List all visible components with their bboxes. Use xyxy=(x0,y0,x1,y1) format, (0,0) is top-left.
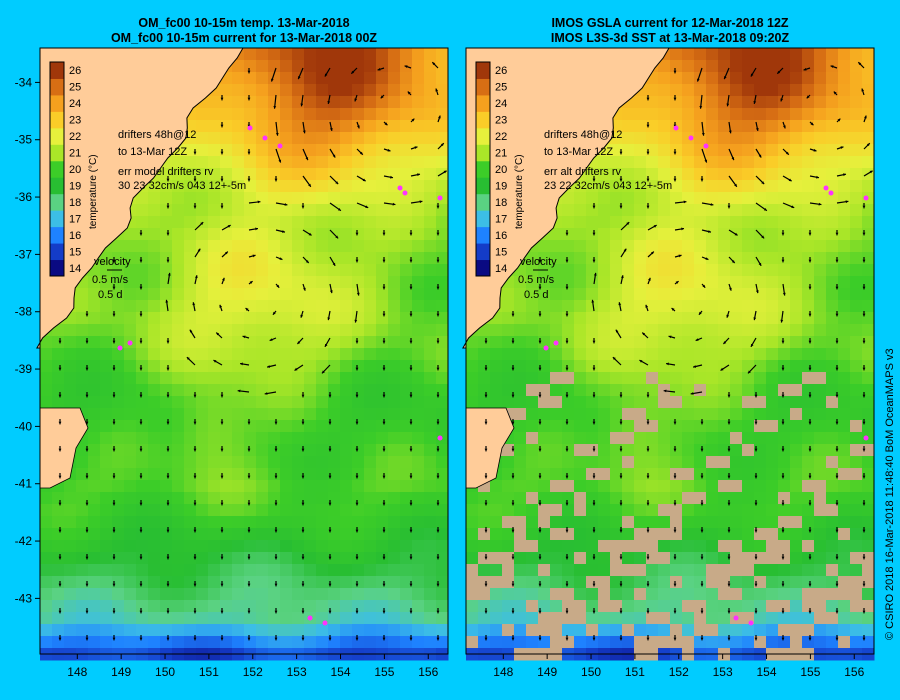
title-line-1: IMOS GSLA current for 12-Mar-2018 12Z xyxy=(551,16,789,30)
lon-tick-label: 152 xyxy=(243,665,263,679)
lat-tick-label: -42 xyxy=(15,534,33,548)
drifter-tracks xyxy=(543,125,869,626)
err-text-1: err model drifters rv xyxy=(118,166,214,178)
lon-tick-label: 150 xyxy=(581,665,601,679)
lon-tick-label: 153 xyxy=(713,665,733,679)
panel-title-observed: IMOS GSLA current for 12-Mar-2018 12Z IM… xyxy=(466,16,874,46)
lon-tick-label: 151 xyxy=(625,665,645,679)
velocity-time: 0.5 d xyxy=(98,289,122,301)
colorbar-tick-label: 22 xyxy=(495,131,507,143)
colorbar-label: temperature (°C) xyxy=(88,154,99,229)
map-frame xyxy=(39,47,449,655)
lat-tick-label: -43 xyxy=(15,591,33,605)
title-line-1: OM_fc00 10-15m temp. 13-Mar-2018 xyxy=(138,16,350,30)
credit-text: © CSIRO 2018 16-Mar-2018 11:48:40 BoM Oc… xyxy=(884,348,896,640)
lon-tick-label: 156 xyxy=(844,665,864,679)
lon-tick-label: 151 xyxy=(199,665,219,679)
lon-tick-label: 155 xyxy=(374,665,394,679)
drifter-tracks xyxy=(117,125,443,626)
map-panel-model: 14 15 16 17 18 19 20 21 22 23 24 25 26 temperature (°… xyxy=(15,47,449,679)
longitude-axis: 148 149 150 151 152 153 154 155 156 xyxy=(67,654,439,679)
map-legend: drifters 48h@12 to 13-Mar 12Z err model dr… xyxy=(92,129,246,301)
sst-field xyxy=(466,48,875,661)
colorbar-label: temperature (°C) xyxy=(514,154,525,229)
colorbar-tick-label: 18 xyxy=(495,197,507,209)
colorbar-tick-label: 15 xyxy=(69,246,81,258)
lat-tick-label: -36 xyxy=(15,190,33,204)
err-text-1: err alt drifters rv xyxy=(544,166,622,178)
lon-tick-label: 155 xyxy=(800,665,820,679)
velocity-label: velocity xyxy=(94,256,131,268)
coastline-land xyxy=(36,47,244,349)
colorbar-tick-label: 21 xyxy=(69,148,81,160)
lat-tick-label: -37 xyxy=(15,247,33,261)
title-line-2: IMOS L3S-3d SST at 13-Mar-2018 09:20Z xyxy=(550,31,790,45)
lat-tick-label: -41 xyxy=(15,477,33,491)
drifters-text-2: to 13-Mar 12Z xyxy=(544,146,613,158)
lon-tick-label: 152 xyxy=(669,665,689,679)
colorbar-tick-label: 21 xyxy=(495,148,507,160)
lon-tick-label: 156 xyxy=(418,665,438,679)
tasmania-island xyxy=(39,407,89,489)
colorbar-tick-label: 25 xyxy=(69,82,81,94)
colorbar-tick-label: 19 xyxy=(495,180,507,192)
lon-tick-label: 154 xyxy=(757,665,777,679)
current-vectors xyxy=(484,61,873,641)
tasmania-island xyxy=(465,407,515,489)
colorbar-tick-label: 22 xyxy=(69,131,81,143)
colorbar-tick-label: 19 xyxy=(69,180,81,192)
map-legend: drifters 48h@12 to 13-Mar 12Z err alt drif… xyxy=(518,129,672,301)
lat-tick-label: -34 xyxy=(15,75,33,89)
title-line-2: OM_fc00 10-15m current for 13-Mar-2018 0… xyxy=(110,31,378,45)
drifters-text-1: drifters 48h@12 xyxy=(544,129,622,141)
drifters-text-2: to 13-Mar 12Z xyxy=(118,146,187,158)
lon-tick-label: 149 xyxy=(537,665,557,679)
lon-tick-label: 149 xyxy=(111,665,131,679)
latitude-axis: -34 -35 -36 -37 -38 -39 -40 -41 -42 -43 xyxy=(15,75,40,605)
colorbar-tick-label: 24 xyxy=(69,98,81,110)
lon-tick-label: 153 xyxy=(287,665,307,679)
colorbar-tick-label: 26 xyxy=(495,65,507,77)
colorbar-tick-label: 25 xyxy=(495,82,507,94)
colorbar-tick-label: 17 xyxy=(495,213,507,225)
colorbar: 14 15 16 17 18 19 20 21 22 23 24 25 26 temperature (°… xyxy=(49,61,99,277)
velocity-speed: 0.5 m/s xyxy=(92,274,129,286)
colorbar-tick-label: 15 xyxy=(495,246,507,258)
lon-tick-label: 154 xyxy=(331,665,351,679)
colorbar-tick-label: 23 xyxy=(495,115,507,127)
colorbar-tick-label: 18 xyxy=(69,197,81,209)
colorbar-tick-label: 20 xyxy=(495,164,507,176)
colorbar-tick-label: 26 xyxy=(69,65,81,77)
colorbar-tick-label: 23 xyxy=(69,115,81,127)
colorbar: 14 15 16 17 18 19 20 21 22 23 24 25 26 temperature (°… xyxy=(475,61,525,277)
colorbar-tick-label: 14 xyxy=(495,263,507,275)
colorbar-tick-label: 16 xyxy=(69,230,81,242)
colorbar-tick-label: 14 xyxy=(69,263,81,275)
velocity-label: velocity xyxy=(520,256,557,268)
lon-tick-label: 148 xyxy=(493,665,513,679)
map-panel-observed: 14 15 16 17 18 19 20 21 22 23 24 25 26 temperature (°… xyxy=(462,47,875,679)
coastline-land xyxy=(462,47,670,349)
colorbar-tick-label: 16 xyxy=(495,230,507,242)
map-frame xyxy=(465,47,875,655)
longitude-axis: 148 149 150 151 152 153 154 155 156 xyxy=(493,654,865,679)
panel-title-model: OM_fc00 10-15m temp. 13-Mar-2018 OM_fc00… xyxy=(40,16,448,46)
err-text-2: 23 22 32cm/s 043 12+-5m xyxy=(544,180,672,192)
lat-tick-label: -40 xyxy=(15,419,33,433)
drifters-text-1: drifters 48h@12 xyxy=(118,129,196,141)
lon-tick-label: 150 xyxy=(155,665,175,679)
colorbar-tick-label: 24 xyxy=(495,98,507,110)
err-text-2: 30 23 32cm/s 043 12+-5m xyxy=(118,180,246,192)
lat-tick-label: -38 xyxy=(15,305,33,319)
lon-tick-label: 148 xyxy=(67,665,87,679)
velocity-time: 0.5 d xyxy=(524,289,548,301)
lat-tick-label: -35 xyxy=(15,133,33,147)
velocity-speed: 0.5 m/s xyxy=(518,274,555,286)
colorbar-tick-label: 17 xyxy=(69,213,81,225)
lat-tick-label: -39 xyxy=(15,362,33,376)
colorbar-tick-label: 20 xyxy=(69,164,81,176)
current-vectors xyxy=(58,61,447,641)
